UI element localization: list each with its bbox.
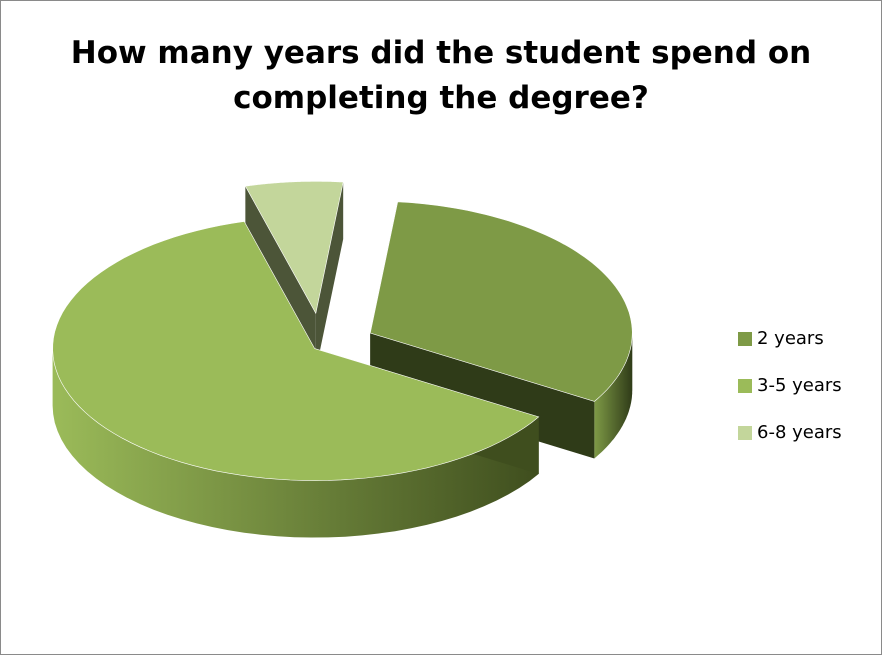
- pie-slice-0: [369, 201, 633, 402]
- chart-title: How many years did the student spend on …: [61, 31, 821, 121]
- legend-swatch: [738, 378, 752, 393]
- legend-swatch: [738, 331, 752, 346]
- chart-title-line-1: How many years did the student spend on: [70, 35, 812, 71]
- legend-item-2-years: 2 years: [738, 326, 842, 351]
- pie-slice-1: [52, 221, 540, 481]
- chart-title-line-2: completing the degree?: [233, 80, 649, 116]
- legend-label: 6-8 years: [757, 422, 842, 443]
- legend-label: 2 years: [757, 328, 824, 349]
- chart-legend: 2 years 3-5 years 6-8 years: [738, 326, 842, 467]
- legend-item-6-8-years: 6-8 years: [738, 420, 842, 445]
- legend-label: 3-5 years: [757, 375, 842, 396]
- pie-slice-2: [244, 181, 344, 315]
- legend-item-3-5-years: 3-5 years: [738, 373, 842, 398]
- legend-swatch: [738, 425, 752, 440]
